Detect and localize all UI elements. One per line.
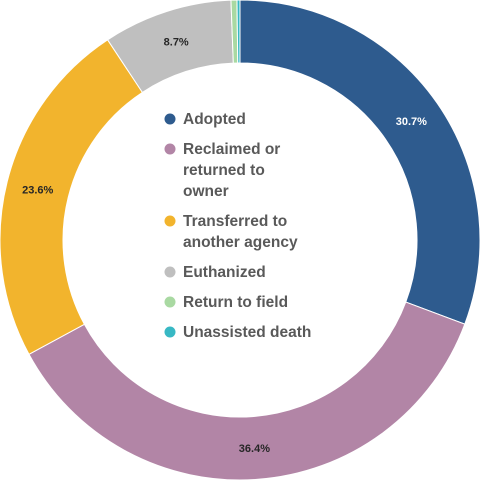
legend-label-reclaimed-or-returned-to-owner: Reclaimed or returned to owner — [183, 141, 280, 200]
data-label-transferred-to-another-agency: 23.6% — [22, 184, 53, 196]
legend-label-return-to-field: Return to field — [183, 294, 288, 311]
legend-item-transferred-to-another-agency: Transferred to another agency — [164, 213, 298, 251]
data-label-reclaimed-or-returned-to-owner: 36.4% — [239, 443, 270, 455]
legend-label-unassisted-death: Unassisted death — [183, 324, 311, 341]
legend-marker-euthanized — [164, 266, 176, 278]
legend-marker-reclaimed-or-returned-to-owner — [164, 143, 176, 155]
legend-marker-adopted — [164, 113, 176, 125]
legend-item-unassisted-death: Unassisted death — [164, 324, 311, 341]
slice-reclaimed-or-returned-to-owner — [28, 301, 466, 480]
legend-item-reclaimed-or-returned-to-owner: Reclaimed or returned to owner — [164, 141, 280, 200]
slice-transferred-to-another-agency — [0, 39, 144, 355]
legend-marker-unassisted-death — [164, 326, 176, 338]
data-label-euthanized: 8.7% — [164, 37, 189, 49]
slice-adopted — [239, 0, 480, 325]
legend-item-euthanized: Euthanized — [164, 264, 266, 281]
legend-item-adopted: Adopted — [164, 111, 246, 128]
legend-item-return-to-field: Return to field — [164, 294, 288, 311]
slice-unassisted-death — [236, 0, 241, 64]
legend: Adopted Reclaimed or returned to owner Trans… — [164, 111, 311, 341]
legend-label-euthanized: Euthanized — [183, 264, 266, 281]
legend-label-adopted: Adopted — [183, 111, 246, 128]
legend-marker-return-to-field — [164, 296, 176, 308]
data-labels-group: 30.7% 36.4% 23.6% 8.7% — [22, 37, 427, 455]
legend-marker-transferred-to-another-agency — [164, 215, 176, 227]
data-label-adopted: 30.7% — [396, 116, 427, 128]
legend-label-transferred-to-another-agency: Transferred to another agency — [183, 213, 298, 251]
